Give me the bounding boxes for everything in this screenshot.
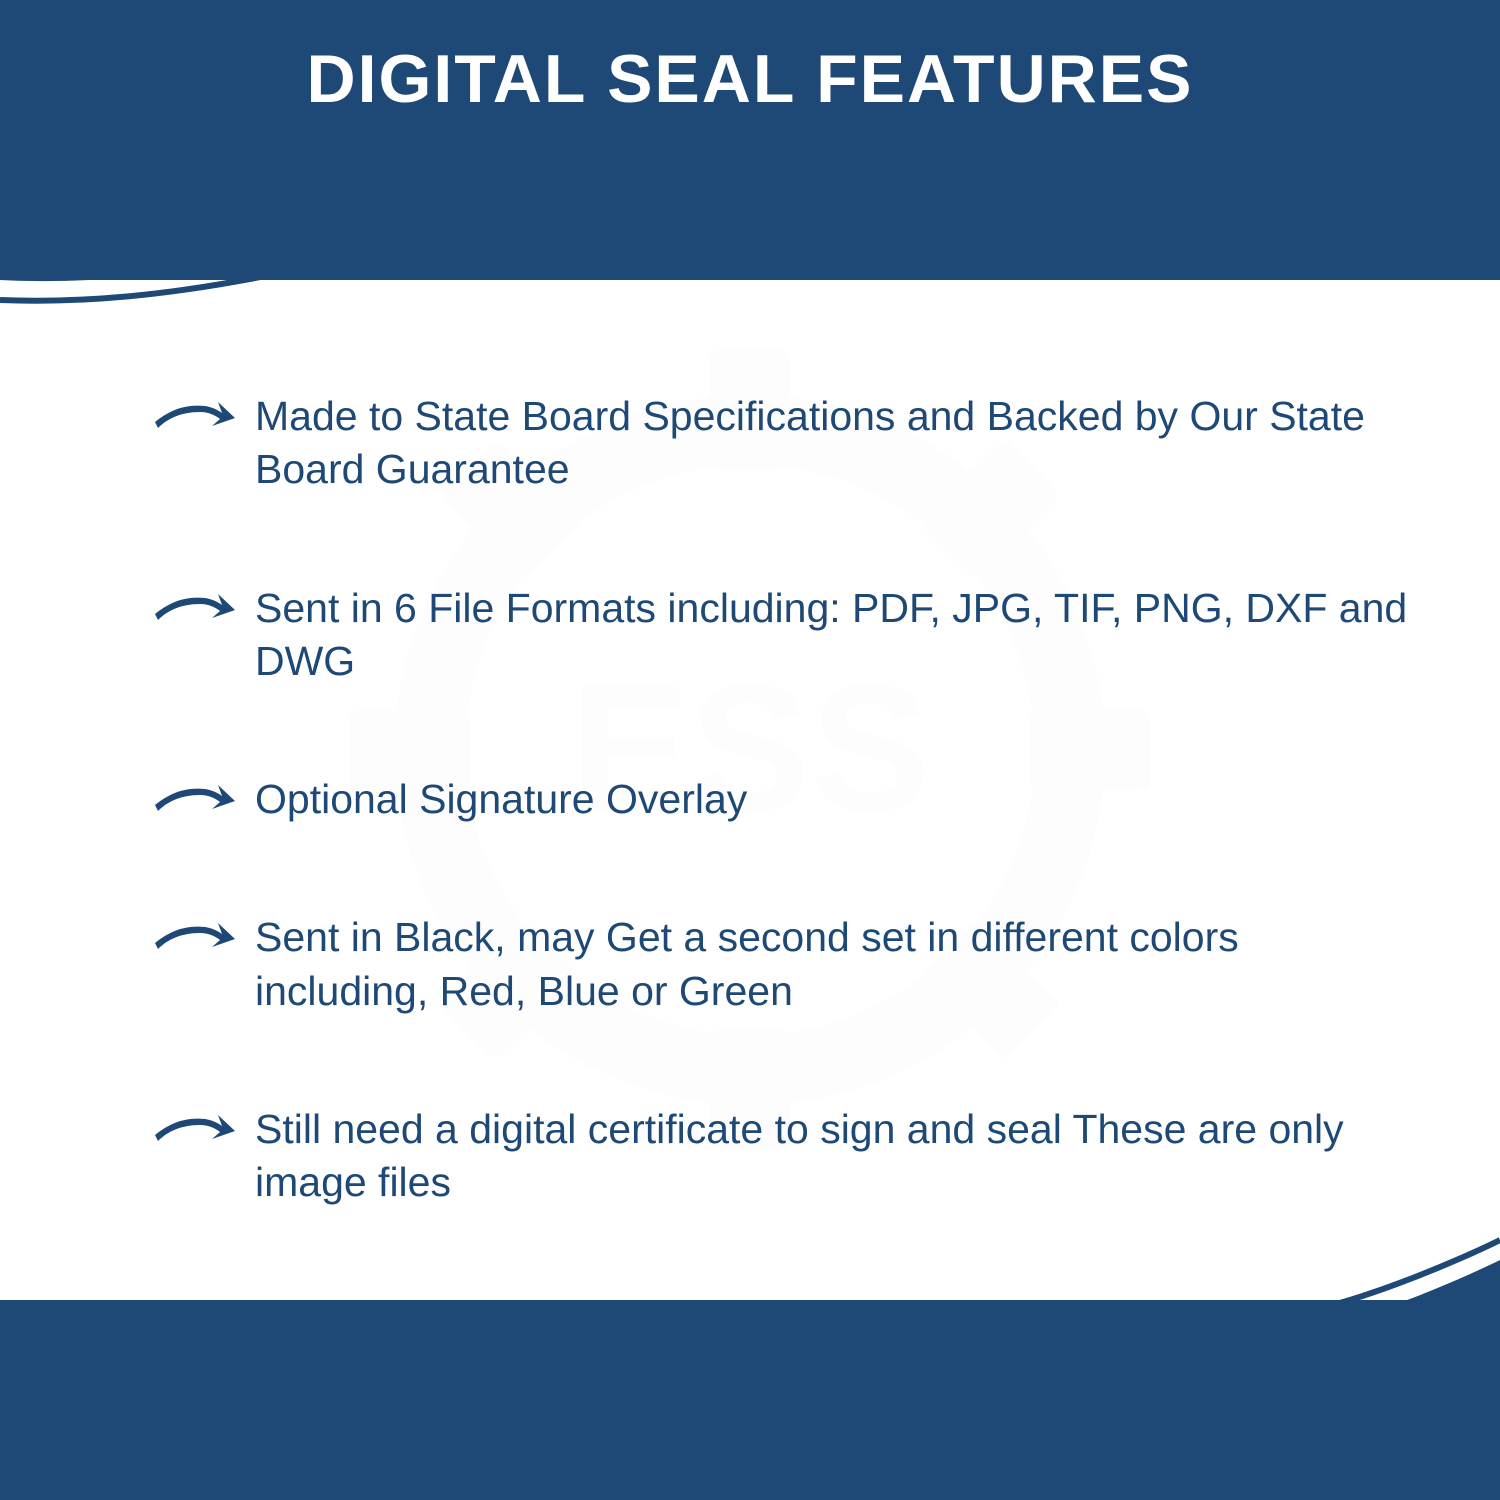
- feature-text: Made to State Board Specifications and B…: [240, 390, 1420, 497]
- arrow-icon: [150, 390, 240, 440]
- arrow-icon: [150, 1103, 240, 1153]
- feature-text: Optional Signature Overlay: [240, 773, 747, 826]
- feature-text: Still need a digital certificate to sign…: [240, 1103, 1420, 1210]
- feature-item: Sent in 6 File Formats including: PDF, J…: [150, 582, 1420, 689]
- feature-item: Still need a digital certificate to sign…: [150, 1103, 1420, 1210]
- feature-item: Sent in Black, may Get a second set in d…: [150, 911, 1420, 1018]
- page-title: DIGITAL SEAL FEATURES: [0, 40, 1500, 118]
- arrow-icon: [150, 582, 240, 632]
- features-list: Made to State Board Specifications and B…: [150, 390, 1420, 1295]
- feature-text: Sent in Black, may Get a second set in d…: [240, 911, 1420, 1018]
- feature-item: Optional Signature Overlay: [150, 773, 1420, 826]
- arrow-icon: [150, 911, 240, 961]
- footer-band: [0, 1300, 1500, 1500]
- arrow-icon: [150, 773, 240, 823]
- feature-item: Made to State Board Specifications and B…: [150, 390, 1420, 497]
- feature-text: Sent in 6 File Formats including: PDF, J…: [240, 582, 1420, 689]
